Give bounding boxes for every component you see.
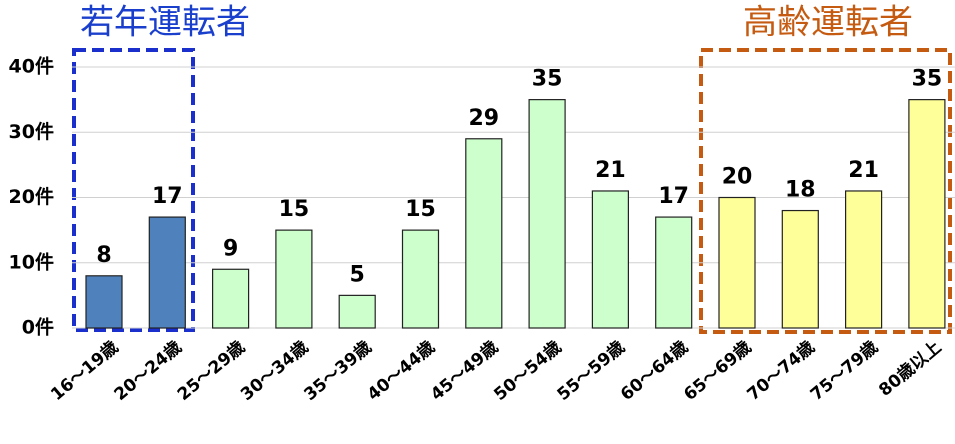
data-label: 35 bbox=[532, 67, 563, 92]
x-tick-label: 55～59歳 bbox=[553, 337, 629, 405]
x-tick-label: 35～39歳 bbox=[300, 337, 376, 405]
bar bbox=[781, 209, 819, 329]
data-label: 15 bbox=[405, 197, 436, 222]
data-label: 17 bbox=[152, 184, 183, 209]
bar bbox=[85, 275, 123, 329]
bar bbox=[908, 99, 946, 329]
data-label: 9 bbox=[223, 236, 238, 261]
x-tick-label: 40～44歳 bbox=[363, 337, 439, 405]
bar bbox=[844, 190, 883, 329]
data-label: 5 bbox=[350, 262, 365, 287]
data-label: 21 bbox=[848, 158, 879, 183]
data-label: 20 bbox=[722, 165, 753, 190]
x-tick-label: 30～34歳 bbox=[237, 337, 313, 405]
data-label: 17 bbox=[658, 184, 689, 209]
y-tick-label: 10件 bbox=[9, 250, 54, 273]
data-label: 21 bbox=[595, 158, 626, 183]
bar bbox=[528, 99, 566, 329]
x-tick-label: 25～29歳 bbox=[173, 337, 249, 405]
data-label: 35 bbox=[912, 67, 943, 92]
annotation: 若年運転者 bbox=[80, 3, 250, 43]
bar bbox=[465, 138, 503, 329]
x-tick-label: 20～24歳 bbox=[110, 337, 186, 405]
data-label: 8 bbox=[96, 243, 111, 268]
x-tick-label: 50～54歳 bbox=[490, 337, 566, 405]
x-tick-label: 75～79歳 bbox=[806, 337, 882, 405]
data-label: 18 bbox=[785, 178, 816, 203]
bar bbox=[212, 268, 250, 329]
x-tick-label: 45～49歳 bbox=[426, 337, 502, 405]
bar bbox=[655, 216, 693, 329]
bar bbox=[591, 190, 630, 329]
y-tick-label: 40件 bbox=[9, 55, 54, 78]
bar bbox=[401, 229, 440, 329]
x-tick-label: 65～69歳 bbox=[680, 337, 756, 405]
y-tick-label: 0件 bbox=[22, 316, 54, 339]
x-tick-label: 70～74歳 bbox=[743, 337, 819, 405]
elderly-driver-box bbox=[699, 48, 952, 334]
x-tick-label: 16～19歳 bbox=[47, 337, 123, 405]
bar bbox=[718, 196, 756, 329]
x-tick-label: 60～64歳 bbox=[616, 337, 692, 405]
annotation: 高齢運転者 bbox=[743, 3, 913, 43]
bar bbox=[148, 216, 186, 329]
bar bbox=[275, 229, 313, 329]
data-label: 29 bbox=[468, 106, 499, 131]
data-label: 15 bbox=[279, 197, 310, 222]
young-driver-box bbox=[72, 48, 195, 332]
y-tick-label: 20件 bbox=[9, 185, 54, 208]
y-tick-label: 30件 bbox=[9, 120, 54, 143]
bar bbox=[338, 294, 376, 329]
x-tick-label: 80歳以上 bbox=[875, 337, 946, 401]
